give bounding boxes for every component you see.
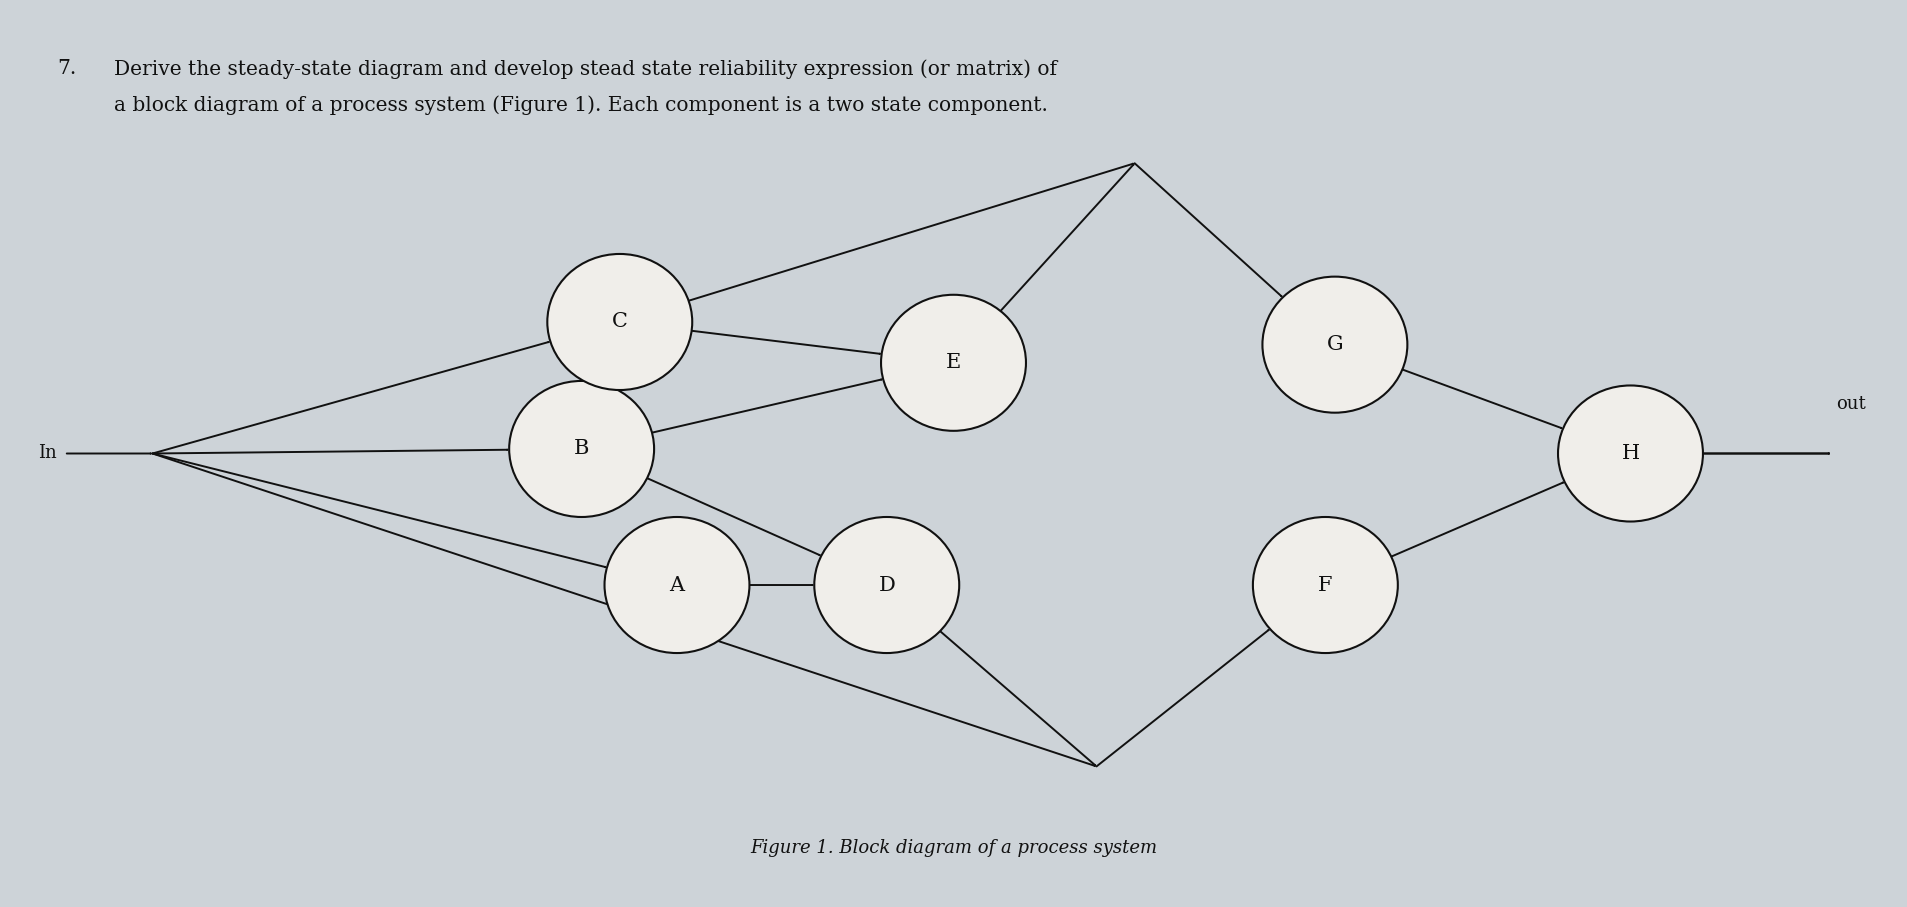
Ellipse shape bbox=[1262, 277, 1407, 413]
Text: Derive the steady-state diagram and develop stead state reliability expression (: Derive the steady-state diagram and deve… bbox=[114, 59, 1056, 79]
Text: H: H bbox=[1621, 444, 1640, 463]
Ellipse shape bbox=[814, 517, 959, 653]
Text: B: B bbox=[574, 440, 589, 458]
Text: Figure 1. Block diagram of a process system: Figure 1. Block diagram of a process sys… bbox=[749, 839, 1158, 857]
Ellipse shape bbox=[881, 295, 1026, 431]
Text: C: C bbox=[612, 313, 627, 331]
Ellipse shape bbox=[1558, 385, 1703, 522]
Text: D: D bbox=[879, 576, 894, 594]
Ellipse shape bbox=[547, 254, 692, 390]
Text: E: E bbox=[946, 354, 961, 372]
Ellipse shape bbox=[605, 517, 749, 653]
Text: out: out bbox=[1836, 395, 1867, 413]
Text: In: In bbox=[38, 444, 57, 463]
Text: a block diagram of a process system (Figure 1). Each component is a two state co: a block diagram of a process system (Fig… bbox=[114, 95, 1049, 115]
Text: F: F bbox=[1318, 576, 1333, 594]
Text: 7.: 7. bbox=[57, 59, 76, 78]
Ellipse shape bbox=[509, 381, 654, 517]
Ellipse shape bbox=[1253, 517, 1398, 653]
Text: G: G bbox=[1327, 336, 1343, 354]
Text: A: A bbox=[669, 576, 685, 594]
